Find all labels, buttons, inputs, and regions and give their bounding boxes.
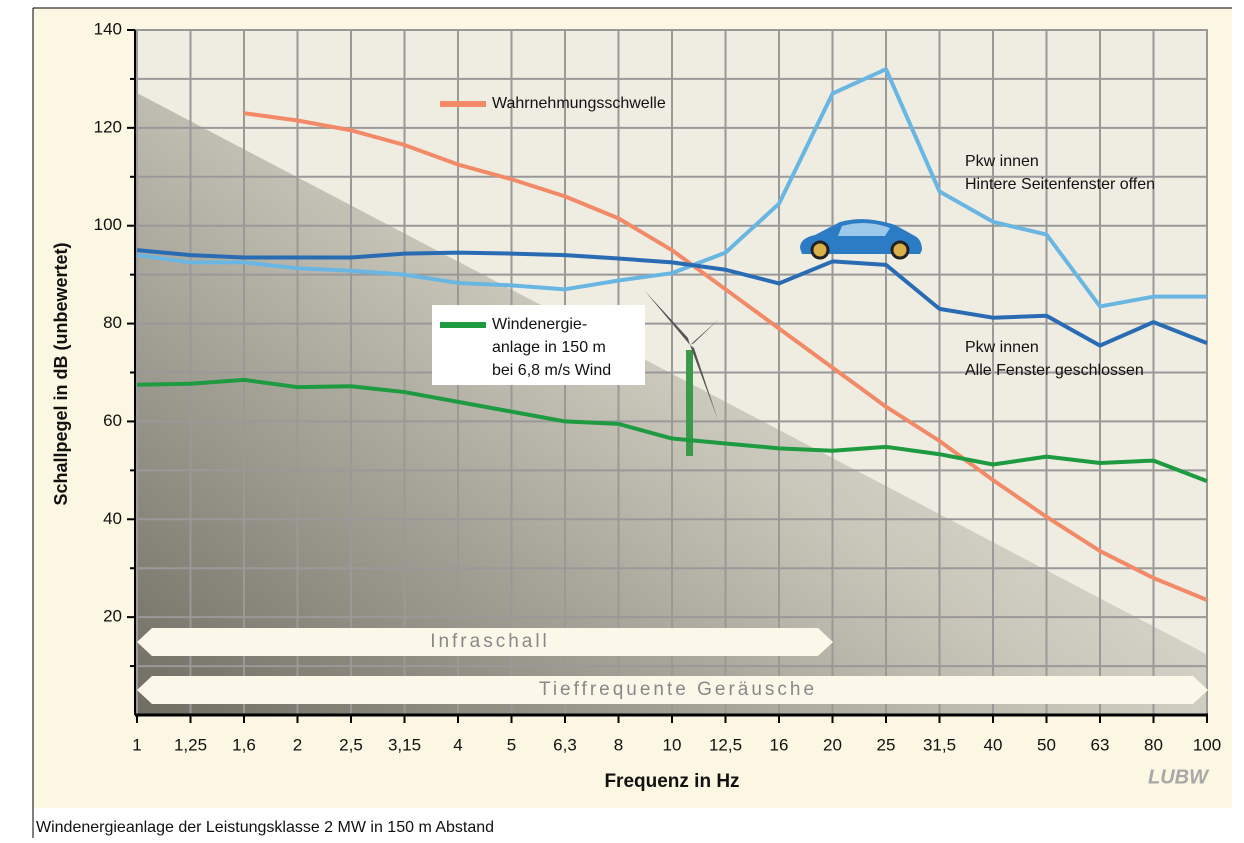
y-tick-label: 60 (103, 411, 122, 430)
y-tick-label: 40 (103, 509, 122, 528)
x-tick-label: 12,5 (709, 735, 742, 754)
series-line (136, 67, 1207, 309)
x-tick-label: 1,25 (174, 735, 207, 754)
x-tick-label: 50 (1037, 735, 1056, 754)
y-tick-label: 20 (103, 607, 122, 626)
caption: Windenergieanlage der Leistungsklasse 2 … (36, 819, 494, 836)
turbine-icon (644, 290, 720, 456)
x-axis-label: Frequenz in Hz (604, 771, 739, 792)
y-tick-label: 140 (94, 19, 122, 38)
series-line (243, 111, 1208, 602)
x-tick-label: 1,6 (232, 735, 256, 754)
x-tick-label: 5 (507, 735, 516, 754)
x-tick-label: 31,5 (923, 735, 956, 754)
x-tick-label: 63 (1091, 735, 1110, 754)
legend-label[interactable]: Pkw innen Hintere Seitenfenster offen (965, 153, 1155, 193)
y-tick-label: 120 (94, 117, 122, 136)
series-line (136, 248, 1208, 348)
x-tick-label: 2 (293, 735, 302, 754)
band-label: Infraschall (430, 631, 550, 652)
x-tick-label: 100 (1193, 735, 1221, 754)
legend-label[interactable]: Windenergie-anlage in 150 m bei 6,8 m/s W… (492, 316, 611, 379)
y-axis-label: Schallpegel in dB (unbewertet) (51, 242, 71, 505)
band-arrow (137, 628, 833, 656)
y-tick-label: 80 (103, 313, 122, 332)
series-line (136, 377, 1208, 483)
legend-label[interactable]: Wahrnehmungsschwelle (492, 95, 666, 112)
legend-box (432, 305, 645, 385)
x-tick-label: 4 (453, 735, 462, 754)
band-arrow (137, 676, 1208, 704)
x-tick-label: 8 (614, 735, 623, 754)
x-tick-label: 3,15 (388, 735, 421, 754)
x-tick-label: 40 (984, 735, 1003, 754)
x-tick-label: 80 (1144, 735, 1163, 754)
logo: LUBW (1148, 766, 1210, 788)
x-tick-label: 6,3 (553, 735, 577, 754)
x-tick-label: 20 (823, 735, 842, 754)
x-tick-label: 1 (132, 735, 141, 754)
x-tick-label: 25 (877, 735, 896, 754)
band-label: Tieffrequente Geräusche (539, 679, 817, 700)
x-tick-label: 10 (663, 735, 682, 754)
bands: Infraschall Tieffrequente Geräusche (137, 628, 1208, 704)
car-icon (800, 219, 922, 260)
y-tick-label: 100 (94, 215, 122, 234)
x-tick-label: 2,5 (339, 735, 363, 754)
x-tick-label: 16 (770, 735, 789, 754)
legend-label[interactable]: Pkw innen Alle Fenster geschlossen (965, 339, 1144, 379)
